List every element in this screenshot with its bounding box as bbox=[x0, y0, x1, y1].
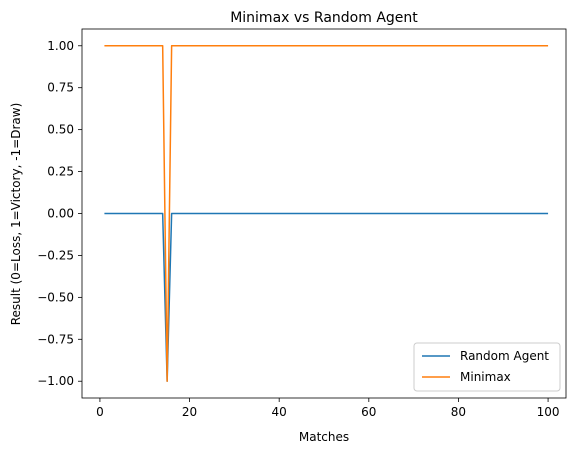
legend: Random Agent Minimax bbox=[413, 342, 561, 392]
y-tick-label: 0.75 bbox=[47, 81, 74, 95]
x-tick-label: 40 bbox=[272, 405, 287, 419]
y-axis-label: Result (0=Loss, 1=Victory, -1=Draw) bbox=[9, 103, 23, 326]
x-tick-label: 80 bbox=[451, 405, 466, 419]
x-axis-label: Matches bbox=[299, 430, 349, 444]
y-tick-label: 1.00 bbox=[47, 39, 74, 53]
y-tick-label: −0.25 bbox=[37, 248, 74, 262]
series-layer bbox=[104, 45, 549, 382]
y-tick-label: 0.00 bbox=[47, 207, 74, 221]
legend-entry: Random Agent bbox=[460, 349, 549, 363]
x-tick-label: 20 bbox=[182, 405, 197, 419]
legend-entry: Minimax bbox=[460, 370, 511, 384]
y-tick-label: 0.25 bbox=[47, 165, 74, 179]
x-axis-ticks: 0 20 40 60 80 100 bbox=[96, 398, 560, 419]
x-tick-label: 100 bbox=[537, 405, 560, 419]
y-tick-label: 0.50 bbox=[47, 123, 74, 137]
x-tick-label: 0 bbox=[96, 405, 104, 419]
y-axis-ticks: −1.00 −0.75 −0.50 −0.25 0.00 0.25 0.50 0.75 1.00 bbox=[37, 39, 82, 388]
y-tick-label: −0.50 bbox=[37, 290, 74, 304]
chart-title: Minimax vs Random Agent bbox=[230, 10, 418, 26]
series-line-minimax bbox=[104, 45, 549, 382]
y-tick-label: −1.00 bbox=[37, 374, 74, 388]
y-tick-label: −0.75 bbox=[37, 332, 74, 346]
legend-box bbox=[413, 342, 561, 392]
x-tick-label: 60 bbox=[361, 405, 376, 419]
